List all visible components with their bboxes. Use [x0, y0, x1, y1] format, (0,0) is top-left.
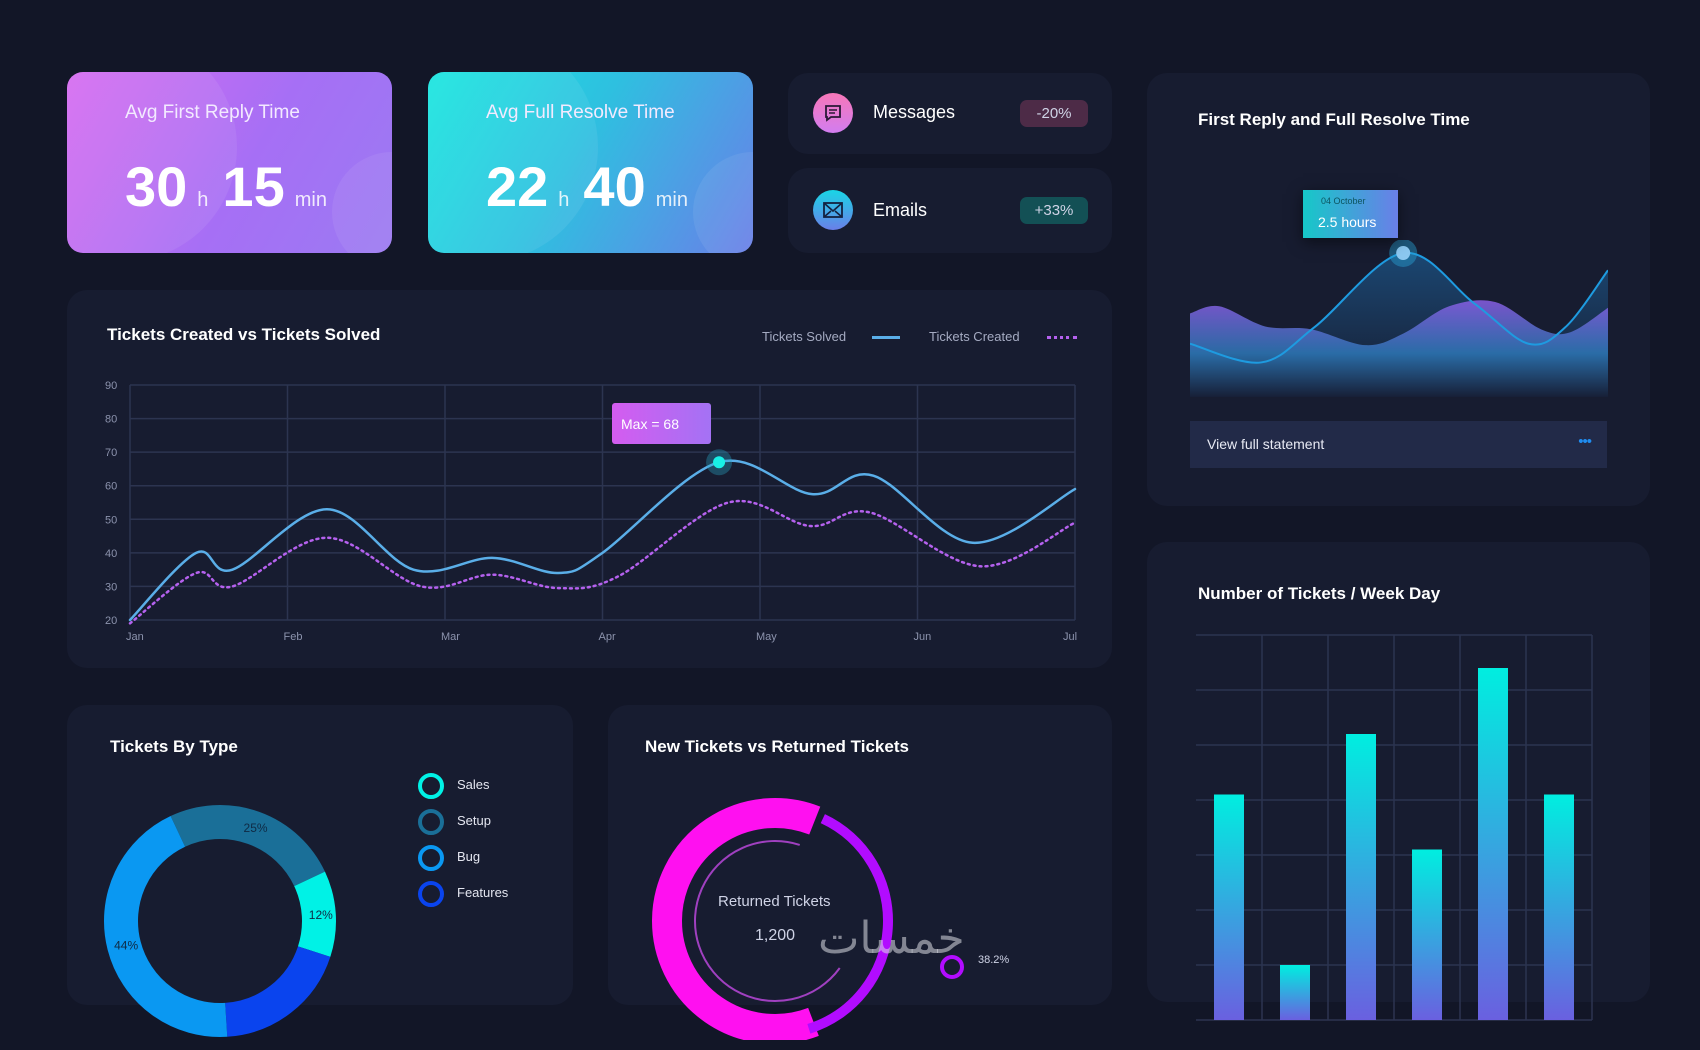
bar-chart [1196, 634, 1593, 1021]
tooltip-date: 04 October [1321, 196, 1366, 206]
legend-ring-icon [418, 881, 444, 907]
hours-unit: h [558, 189, 570, 211]
reply-resolve-title: First Reply and Full Resolve Time [1198, 110, 1470, 129]
minutes: 40 [583, 155, 646, 218]
max-label: Max = 68 [621, 415, 679, 432]
new-tickets-arc [652, 798, 821, 1040]
y-tick-label: 90 [105, 380, 117, 392]
bar-chart-title: Number of Tickets / Week Day [1198, 584, 1441, 603]
new-returned-title: New Tickets vs Returned Tickets [645, 737, 909, 756]
legend-created: Tickets Created [929, 329, 1020, 344]
x-tick-label: Jul [1063, 631, 1077, 643]
x-tick-label: Apr [599, 631, 616, 643]
card-title: Avg Full Resolve Time [486, 102, 675, 123]
donut-segment-setup [170, 805, 325, 887]
change-badge: +33% [1020, 197, 1088, 224]
donut-label: 12% [309, 908, 333, 922]
new-returned-donut [652, 798, 964, 1040]
y-tick-label: 20 [105, 615, 117, 627]
tickets-line-card [67, 290, 1112, 668]
legend-solid-line [872, 336, 900, 339]
legend-dotted-line [1047, 336, 1077, 339]
tooltip-value: 2.5 hours [1318, 214, 1377, 230]
watermark-logo: خمسات [818, 913, 965, 964]
legend-label: Setup [457, 813, 491, 828]
reply-area [1190, 300, 1608, 397]
legend-label: Bug [457, 849, 481, 864]
tickets-solved-line [128, 459, 1077, 622]
line-chart-title: Tickets Created vs Tickets Solved [107, 325, 381, 344]
x-tick-label: Mar [441, 631, 460, 643]
donut-segment-features [224, 945, 331, 1037]
mail-icon [813, 190, 853, 230]
bar [1214, 794, 1244, 1020]
y-tick-label: 70 [105, 447, 117, 459]
returned-value: 1,200 [755, 927, 796, 944]
x-tick-label: Jun [914, 631, 932, 643]
minutes: 15 [222, 155, 285, 218]
legend-ring-icon [418, 845, 444, 871]
chart-tooltip: 04 October 2.5 hours [1303, 190, 1398, 238]
hours: 22 [486, 155, 549, 218]
more-icon[interactable]: ••• [1578, 433, 1592, 450]
donut-segment-bug [104, 816, 228, 1037]
max-tooltip: Max = 68 [612, 403, 711, 444]
y-tick-label: 40 [105, 548, 117, 560]
decor-circle [693, 152, 753, 253]
view-statement-link[interactable]: View full statement [1207, 436, 1325, 452]
messages-card[interactable]: Messages -20% [788, 73, 1112, 154]
type-donut: 25% 12% 44% [104, 805, 336, 1037]
message-icon [813, 93, 853, 133]
donut-label: 25% [244, 821, 268, 835]
x-tick-label: Feb [284, 631, 303, 643]
hours: 30 [125, 155, 188, 218]
bar [1478, 668, 1508, 1020]
line-chart: 90 80 70 60 50 40 30 20 Jan Feb Mar Apr May Jun Jul [105, 380, 1077, 643]
messages-label: Messages [873, 102, 956, 122]
resolve-line [1190, 251, 1608, 364]
legend-solved: Tickets Solved [762, 329, 847, 344]
y-tick-label: 50 [105, 514, 117, 526]
bar [1346, 734, 1376, 1020]
legend-ring-icon [418, 809, 444, 835]
y-tick-label: 60 [105, 481, 117, 493]
legend-label: Sales [457, 777, 490, 792]
returned-label: Returned Tickets [718, 893, 831, 910]
avg-full-resolve-card: Avg Full Resolve Time 22 h 40 min [428, 72, 753, 253]
bar [1544, 794, 1574, 1020]
emails-label: Emails [873, 200, 928, 220]
area-chart [1190, 240, 1608, 397]
peak-point [1396, 246, 1411, 260]
bar [1412, 849, 1442, 1020]
emails-card[interactable]: Emails +33% [788, 168, 1112, 253]
donut-segment-sales [293, 871, 336, 957]
y-tick-label: 30 [105, 581, 117, 593]
reply-time-value: 30 h 15 min [125, 154, 341, 219]
x-tick-label: May [756, 631, 777, 643]
y-tick-label: 80 [105, 414, 117, 426]
donut-title: Tickets By Type [110, 737, 238, 756]
legend-ring-icon [418, 773, 444, 799]
donut-label: 44% [114, 939, 138, 953]
decor-circle [332, 152, 392, 253]
hours-unit: h [197, 189, 209, 211]
view-statement-bar[interactable]: View full statement ••• [1190, 421, 1607, 468]
minutes-unit: min [294, 189, 327, 211]
returned-percent: 38.2% [978, 954, 1010, 966]
minutes-unit: min [655, 189, 688, 211]
legend-label: Features [457, 885, 509, 900]
avg-first-reply-card: Avg First Reply Time 30 h 15 min [67, 72, 392, 253]
bar [1280, 965, 1310, 1020]
tickets-created-line [128, 499, 1077, 625]
x-tick-label: Jan [126, 631, 144, 643]
resolve-time-value: 22 h 40 min [486, 154, 702, 219]
card-title: Avg First Reply Time [125, 102, 300, 123]
max-point [713, 456, 726, 469]
change-badge: -20% [1020, 100, 1088, 127]
